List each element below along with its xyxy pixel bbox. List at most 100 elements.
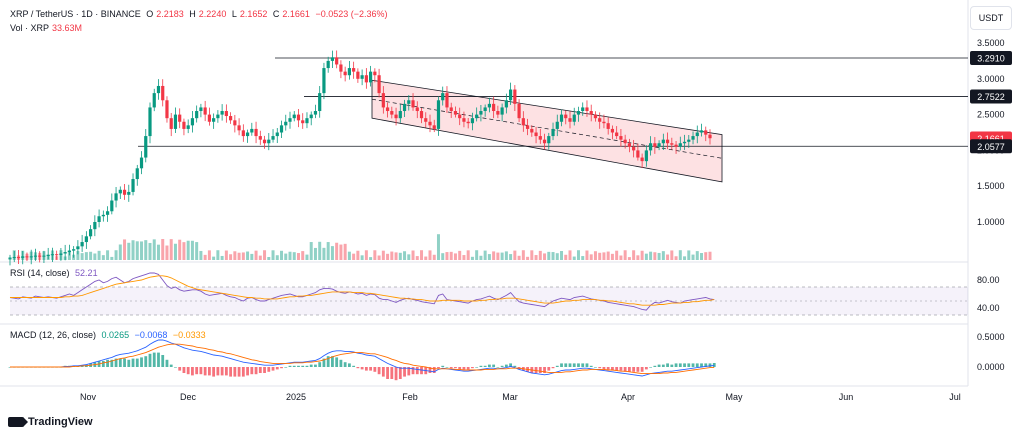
volume-bar — [352, 253, 356, 260]
candle-body — [364, 75, 368, 83]
candle-body — [195, 111, 199, 119]
candle-body — [458, 114, 462, 119]
volume-bar — [267, 257, 271, 260]
macd-histogram-bar — [568, 363, 572, 367]
macd-histogram-bar — [589, 365, 593, 367]
macd-legend[interactable]: MACD (12, 26, close) 0.0265 −0.0068 −0.0… — [10, 330, 209, 340]
candle-body — [42, 255, 46, 257]
price-label-box — [970, 139, 1012, 154]
volume-legend[interactable]: Vol · XRP 33.63M — [10, 23, 85, 33]
macd-line-value: −0.0068 — [134, 330, 168, 340]
candle-body — [538, 136, 542, 140]
macd-histogram-bar — [309, 364, 313, 367]
candle-body — [534, 132, 538, 137]
volume-bar — [462, 255, 466, 260]
volume-bar — [93, 253, 97, 260]
candle-body — [72, 249, 76, 251]
macd-histogram-bar — [237, 367, 241, 377]
macd-histogram-bar — [560, 363, 563, 367]
candle-body — [373, 71, 377, 76]
candle-body — [262, 139, 267, 144]
candle-body — [525, 125, 530, 129]
candle-body — [585, 107, 589, 112]
candle-body — [178, 114, 182, 122]
candle-body — [343, 71, 347, 76]
time-axis-label: Apr — [621, 392, 635, 402]
macd-histogram-bar — [636, 367, 640, 372]
candle-body — [139, 157, 144, 169]
macd-histogram-bar — [152, 352, 156, 367]
candle-body — [665, 139, 670, 144]
macd-histogram-bar — [331, 356, 334, 367]
macd-histogram-bar — [564, 363, 568, 367]
macd-histogram-bar — [606, 367, 610, 370]
candle-body — [670, 143, 674, 145]
candle-body — [352, 68, 356, 72]
volume-bar — [415, 256, 419, 260]
candle-body — [572, 114, 576, 122]
rsi-legend[interactable]: RSI (14, close) 52.21 — [10, 268, 101, 278]
candle-body — [449, 107, 453, 112]
candle-body — [521, 118, 525, 126]
volume-bar — [483, 250, 487, 260]
volume-bar — [101, 255, 105, 260]
tradingview-logo[interactable]: TradingView — [8, 416, 93, 428]
macd-histogram-bar — [373, 367, 377, 372]
macd-histogram-bar — [224, 367, 228, 376]
candle-body — [678, 143, 682, 147]
time-axis-label: 2025 — [286, 392, 306, 402]
macd-histogram-bar — [683, 363, 686, 367]
volume-bar — [212, 256, 216, 260]
candle-body — [644, 150, 648, 162]
volume-bar — [644, 253, 648, 260]
candle-body — [564, 114, 568, 119]
candle-body — [326, 60, 330, 69]
volume-bar — [271, 250, 275, 260]
volume-bar — [246, 251, 250, 260]
candle-body — [241, 130, 245, 137]
candle-body — [250, 128, 254, 133]
candle-body — [377, 75, 381, 94]
volume-bar — [661, 251, 665, 260]
candle-body — [118, 189, 122, 194]
candle-body — [385, 107, 390, 112]
volume-bar — [560, 250, 564, 260]
rsi-title: RSI (14, close) — [10, 268, 70, 278]
candle-body — [436, 100, 441, 129]
macd-histogram-bar — [254, 367, 258, 375]
candle-body — [542, 139, 547, 144]
macd-tick-label: 0.0000 — [977, 362, 1005, 372]
candle-body — [623, 139, 627, 144]
macd-histogram-bar — [199, 367, 203, 375]
candle-body — [483, 107, 487, 112]
candle-body — [500, 107, 504, 115]
macd-histogram-bar — [619, 367, 623, 371]
candle-body — [33, 255, 38, 257]
volume-bar — [386, 253, 390, 260]
rsi-tick-label: 40.00 — [977, 303, 1000, 313]
volume-bar — [381, 250, 385, 260]
macd-histogram-bar — [106, 359, 109, 367]
macd-histogram-bar — [267, 367, 271, 372]
candle-body — [632, 146, 636, 151]
candle-body — [254, 128, 258, 137]
macd-histogram-bar — [653, 365, 657, 367]
volume-bar — [169, 239, 173, 260]
descending-channel — [371, 79, 723, 183]
macd-histogram-bar — [454, 367, 457, 369]
candle-body — [8, 257, 12, 259]
candle-body — [245, 132, 250, 137]
candle-body — [258, 136, 262, 140]
price-tick-label: 3.5000 — [977, 38, 1005, 48]
macd-histogram-bar — [500, 365, 504, 367]
volume-bar — [513, 250, 517, 260]
volume-bar — [280, 250, 284, 260]
candle-body — [615, 132, 619, 137]
currency-button[interactable]: USDT — [970, 6, 1012, 30]
macd-histogram-bar — [547, 367, 551, 371]
volume-bar — [636, 255, 640, 260]
candle-body — [699, 130, 704, 133]
volume-bar — [360, 255, 364, 260]
